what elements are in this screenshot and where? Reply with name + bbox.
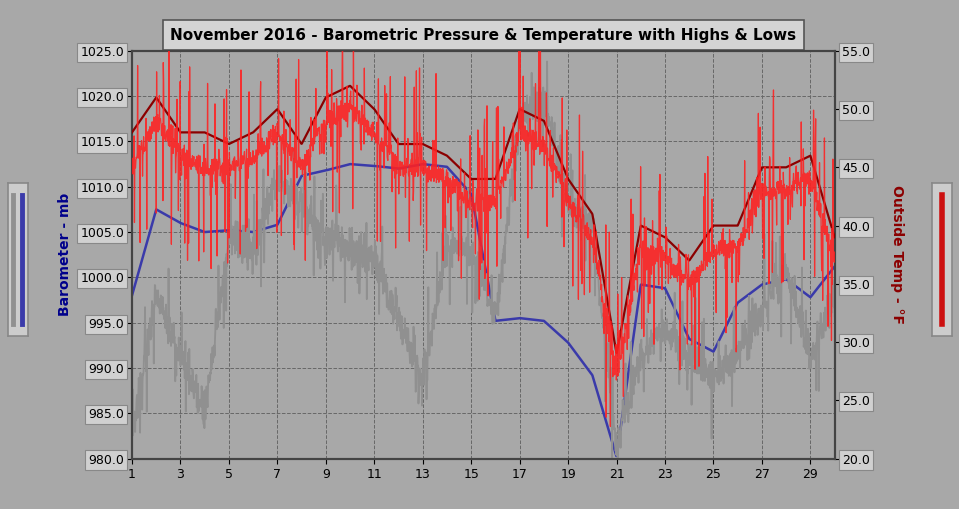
Y-axis label: Barometer - mb: Barometer - mb [58, 193, 72, 316]
Title: November 2016 - Barometric Pressure & Temperature with Highs & Lows: November 2016 - Barometric Pressure & Te… [171, 27, 796, 43]
Y-axis label: Outside Temp - °F: Outside Temp - °F [890, 185, 903, 324]
